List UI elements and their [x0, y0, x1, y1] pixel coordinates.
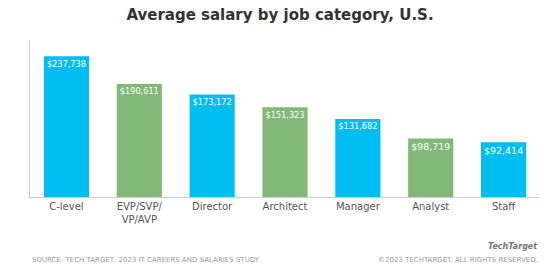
svg-text:Manager: Manager [336, 201, 381, 212]
svg-text:Average salary by job category: Average salary by job category, U.S. [126, 6, 433, 24]
svg-text:$151,323: $151,323 [265, 110, 304, 120]
svg-text:$131,682: $131,682 [338, 121, 377, 131]
svg-text:Analyst: Analyst [412, 201, 449, 212]
svg-text:SOURCE: TECH TARGET, 2023 IT C: SOURCE: TECH TARGET, 2023 IT CAREERS AND… [32, 256, 260, 264]
svg-text:$237,738: $237,738 [47, 59, 86, 69]
svg-text:TechTarget: TechTarget [488, 242, 538, 251]
svg-text:$173,172: $173,172 [193, 97, 232, 107]
svg-text:$190,611: $190,611 [120, 86, 159, 96]
svg-text:$98,719: $98,719 [411, 141, 450, 152]
svg-text:©2023 TECHTARGET. ALL RIGHTS R: ©2023 TECHTARGET. ALL RIGHTS RESERVED. [378, 256, 538, 264]
svg-text:Director: Director [192, 201, 233, 212]
svg-text:Architect: Architect [263, 201, 308, 212]
svg-text:C-level: C-level [49, 201, 83, 212]
svg-text:Staff: Staff [492, 201, 516, 212]
svg-text:EVP/SVP/VP/AVP: EVP/SVP/VP/AVP [117, 201, 163, 225]
svg-text:$92,414: $92,414 [484, 145, 523, 156]
